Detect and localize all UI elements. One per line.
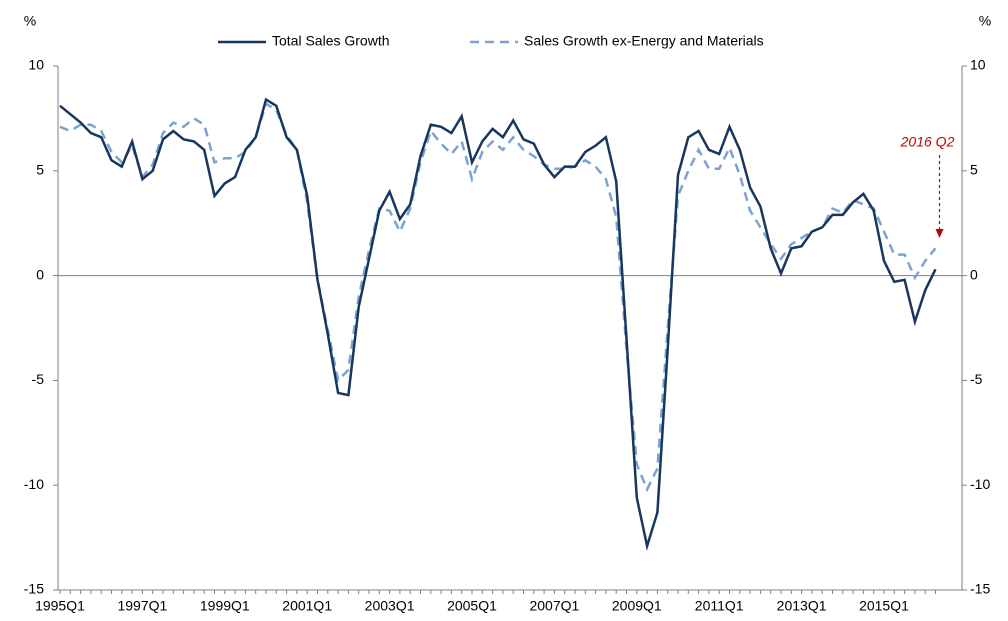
y2-tick-label: 5 [970, 162, 978, 178]
annotation: 2016 Q2 [900, 134, 955, 150]
y-tick-label: -5 [32, 371, 45, 387]
y2-tick-label: -15 [970, 581, 990, 597]
y-axis-unit: % [24, 13, 36, 29]
x-tick-label: 1997Q1 [117, 598, 167, 614]
y-tick-label: 10 [28, 57, 44, 73]
x-tick-label: 2007Q1 [529, 598, 579, 614]
y-tick-label: 0 [36, 266, 44, 282]
series-line [59, 97, 937, 551]
y-tick-label: -10 [24, 476, 44, 492]
x-tick-label: 2005Q1 [447, 598, 497, 614]
y-tick-label: 5 [36, 162, 44, 178]
y2-tick-label: -10 [970, 476, 990, 492]
annotation-arrowhead [935, 229, 944, 238]
x-tick-label: 2013Q1 [777, 598, 827, 614]
x-tick-label: 2001Q1 [282, 598, 332, 614]
legend-label: Total Sales Growth [272, 33, 390, 49]
y2-tick-label: 10 [970, 57, 986, 73]
x-tick-label: 1995Q1 [35, 598, 85, 614]
y-tick-label: -15 [24, 581, 44, 597]
legend-label: Sales Growth ex-Energy and Materials [524, 33, 764, 49]
y2-axis-unit: % [979, 13, 991, 29]
x-tick-label: 2015Q1 [859, 598, 909, 614]
y2-tick-label: -5 [970, 371, 983, 387]
x-tick-label: 2003Q1 [365, 598, 415, 614]
series-line [59, 101, 937, 493]
x-tick-label: 1999Q1 [200, 598, 250, 614]
x-tick-label: 2009Q1 [612, 598, 662, 614]
x-tick-label: 2011Q1 [695, 598, 744, 614]
y2-tick-label: 0 [970, 266, 978, 282]
